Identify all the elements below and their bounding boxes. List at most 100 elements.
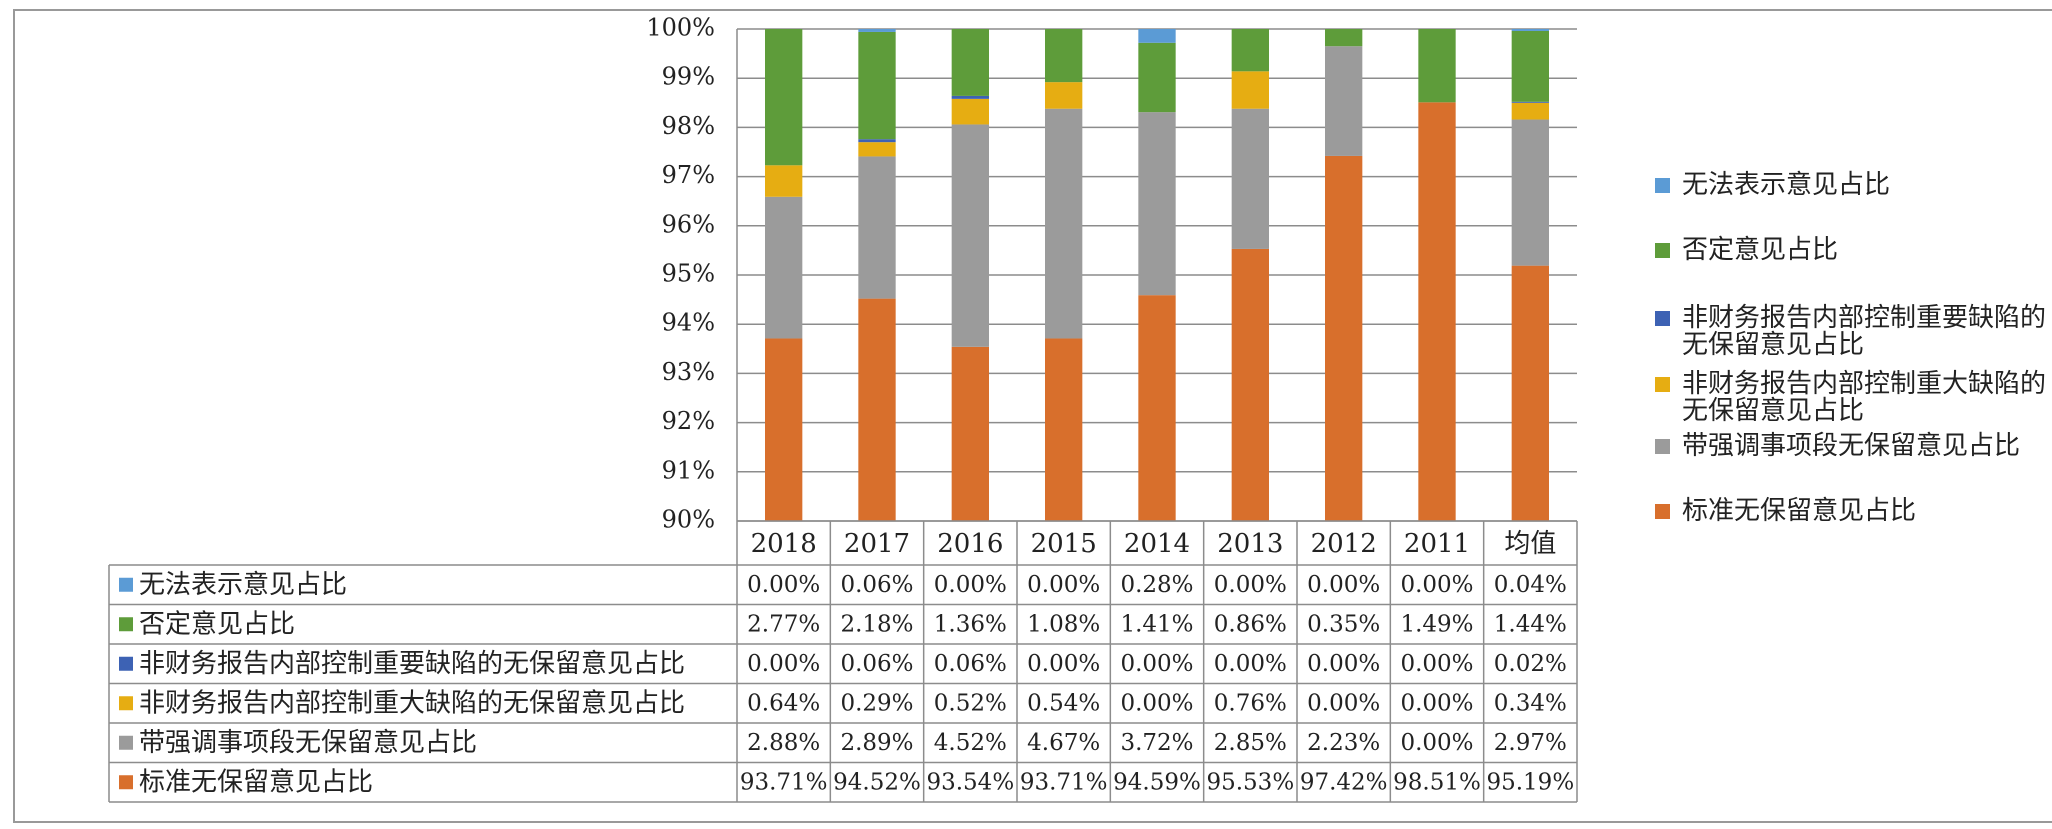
bar-segment bbox=[1231, 248, 1269, 521]
y-tick-label: 94% bbox=[662, 309, 715, 337]
y-tick-label: 96% bbox=[662, 210, 715, 238]
data-label: 0.54% bbox=[1027, 690, 1100, 716]
data-label: 0.00% bbox=[747, 651, 820, 677]
data-label: 1.44% bbox=[1494, 611, 1567, 637]
bar-segment bbox=[765, 29, 803, 166]
data-label: 94.59% bbox=[1113, 769, 1201, 795]
data-label: 0.00% bbox=[1307, 690, 1380, 716]
bar-segment bbox=[1231, 71, 1269, 109]
y-tick-label: 90% bbox=[662, 506, 715, 534]
data-label: 1.36% bbox=[934, 611, 1007, 637]
legend-item: 非财务报告内部控制重要缺陷的无保留意见占比 bbox=[1655, 305, 2052, 359]
data-label: 0.00% bbox=[1120, 651, 1193, 677]
data-label: 0.28% bbox=[1120, 572, 1193, 598]
legend-swatch bbox=[1655, 243, 1670, 258]
y-tick-label: 98% bbox=[662, 112, 715, 140]
data-label: 93.71% bbox=[1020, 769, 1108, 795]
data-label: 93.71% bbox=[740, 769, 828, 795]
bar-segment bbox=[858, 156, 896, 299]
data-label: 1.41% bbox=[1120, 611, 1193, 637]
bar-segment bbox=[1138, 42, 1176, 113]
bar-segment bbox=[858, 142, 896, 157]
y-tick-label: 93% bbox=[662, 358, 715, 386]
legend-label: 否定意见占比 bbox=[1682, 235, 1839, 265]
data-label: 0.06% bbox=[840, 651, 913, 677]
x-tick-label: 2015 bbox=[1031, 529, 1097, 559]
table-legend-key bbox=[119, 735, 133, 750]
data-label: 0.00% bbox=[1307, 651, 1380, 677]
data-label: 93.54% bbox=[926, 769, 1014, 795]
bar-segment bbox=[951, 95, 989, 99]
bar-segment bbox=[1325, 29, 1363, 47]
legend-swatch bbox=[1655, 377, 1670, 392]
table-legend-key bbox=[119, 617, 133, 632]
legend-swatch bbox=[1655, 504, 1670, 519]
data-label: 2.88% bbox=[747, 730, 820, 756]
x-tick-label: 均值 bbox=[1504, 529, 1556, 559]
legend-swatch bbox=[1655, 439, 1670, 454]
bar-segment bbox=[1511, 265, 1549, 521]
data-label: 98.51% bbox=[1393, 769, 1481, 795]
bar-segment bbox=[1418, 29, 1456, 103]
bar-segment bbox=[765, 196, 803, 339]
x-tick-label: 2011 bbox=[1404, 529, 1470, 559]
frame bbox=[13, 9, 2052, 823]
data-label: 0.00% bbox=[1400, 572, 1473, 598]
data-label: 0.35% bbox=[1307, 611, 1380, 637]
y-tick-label: 95% bbox=[662, 260, 715, 288]
data-label: 97.42% bbox=[1300, 769, 1388, 795]
y-tick-label: 99% bbox=[662, 63, 715, 91]
data-label: 1.49% bbox=[1400, 611, 1473, 637]
table-legend-key bbox=[119, 775, 133, 790]
table-row-label: 非财务报告内部控制重大缺陷的无保留意见占比 bbox=[139, 688, 685, 718]
data-label: 0.00% bbox=[747, 572, 820, 598]
bar-segment bbox=[951, 29, 989, 96]
legend-swatch bbox=[1655, 311, 1670, 326]
legend-item: 否定意见占比 bbox=[1655, 237, 2052, 264]
data-label: 0.02% bbox=[1494, 651, 1567, 677]
data-label: 1.08% bbox=[1027, 611, 1100, 637]
bar-segment bbox=[858, 139, 896, 143]
bar-segment bbox=[1045, 29, 1083, 83]
data-label: 0.76% bbox=[1214, 690, 1287, 716]
data-label: 0.00% bbox=[1400, 730, 1473, 756]
y-tick-label: 91% bbox=[662, 456, 715, 484]
bar-segment bbox=[1511, 119, 1549, 266]
x-tick-label: 2013 bbox=[1217, 529, 1283, 559]
data-label: 0.00% bbox=[934, 572, 1007, 598]
data-label: 0.06% bbox=[934, 651, 1007, 677]
data-label: 0.52% bbox=[934, 690, 1007, 716]
data-label: 0.34% bbox=[1494, 690, 1567, 716]
bar-segment bbox=[1511, 102, 1549, 120]
data-label: 2.97% bbox=[1494, 730, 1567, 756]
y-tick-label: 92% bbox=[662, 407, 715, 435]
bar-segment bbox=[1231, 29, 1269, 72]
table-legend-key bbox=[119, 656, 133, 671]
data-label: 0.29% bbox=[840, 690, 913, 716]
bar-segment bbox=[1418, 102, 1456, 522]
x-tick-label: 2012 bbox=[1311, 529, 1377, 559]
bar-segment bbox=[1325, 155, 1363, 521]
table-legend-key bbox=[119, 696, 133, 711]
data-label: 0.00% bbox=[1400, 651, 1473, 677]
legend-item: 带强调事项段无保留意见占比 bbox=[1655, 433, 2052, 460]
legend-label: 标准无保留意见占比 bbox=[1682, 496, 1917, 526]
bar-segment bbox=[1138, 295, 1176, 521]
data-label: 2.23% bbox=[1307, 730, 1380, 756]
data-label: 0.64% bbox=[747, 690, 820, 716]
data-label: 0.00% bbox=[1027, 651, 1100, 677]
bar-segment bbox=[1045, 108, 1083, 339]
bar-segment bbox=[1045, 338, 1083, 521]
bar-segment bbox=[1045, 82, 1083, 109]
legend-label: 非财务报告内部控制重要缺陷的无保留意见占比 bbox=[1682, 303, 2047, 360]
table-row-label: 无法表示意见占比 bbox=[139, 570, 347, 600]
table-legend-key bbox=[119, 577, 133, 592]
legend-label: 非财务报告内部控制重大缺陷的无保留意见占比 bbox=[1682, 369, 2047, 426]
legend-item: 标准无保留意见占比 bbox=[1655, 498, 2052, 525]
legend-item: 非财务报告内部控制重大缺陷的无保留意见占比 bbox=[1655, 371, 2052, 425]
data-label: 95.19% bbox=[1486, 769, 1574, 795]
data-label: 0.00% bbox=[1120, 690, 1193, 716]
legend-label: 带强调事项段无保留意见占比 bbox=[1682, 431, 2021, 461]
